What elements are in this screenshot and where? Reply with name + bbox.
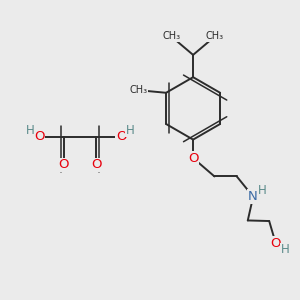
Text: H: H <box>126 124 134 136</box>
Text: O: O <box>58 158 69 171</box>
Text: CH₃: CH₃ <box>205 31 223 41</box>
Text: O: O <box>188 152 198 164</box>
Text: O: O <box>34 130 44 143</box>
Text: H: H <box>258 184 266 196</box>
Text: O: O <box>116 130 126 143</box>
Text: H: H <box>26 124 34 136</box>
Text: O: O <box>271 237 281 250</box>
Text: H: H <box>281 243 290 256</box>
Text: CH₃: CH₃ <box>129 85 148 95</box>
Text: O: O <box>91 158 102 171</box>
Text: CH₃: CH₃ <box>163 31 181 41</box>
Text: N: N <box>248 190 257 203</box>
